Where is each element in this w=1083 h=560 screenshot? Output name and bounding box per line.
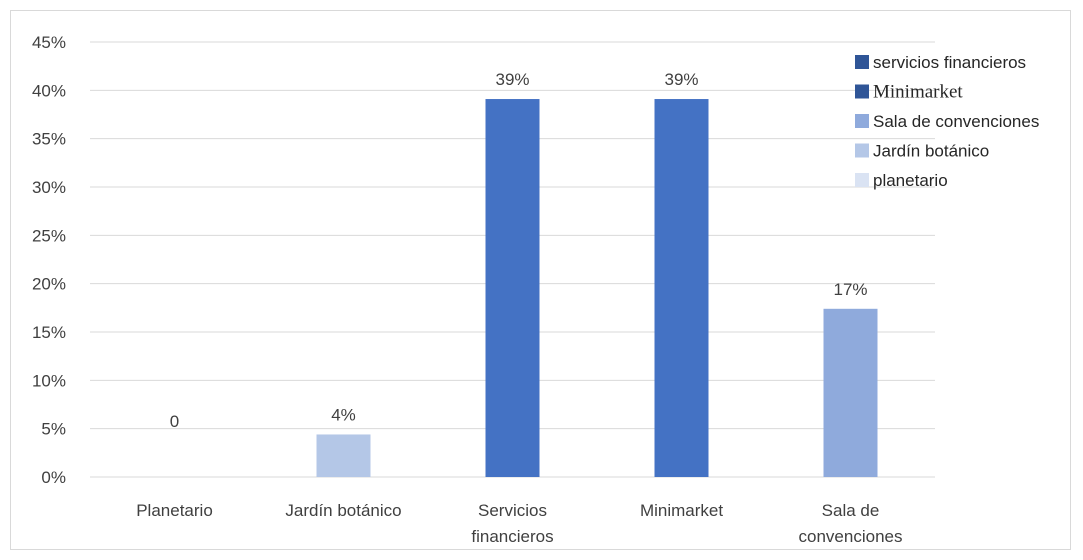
data-label: 39% xyxy=(664,70,698,89)
legend-entry: servicios financieros xyxy=(873,53,1026,72)
y-tick-label: 5% xyxy=(41,420,66,439)
legend-swatch xyxy=(855,173,869,187)
data-label: 17% xyxy=(833,280,867,299)
x-tick-label: Jardín botánico xyxy=(285,501,401,520)
legend-entry: Jardín botánico xyxy=(873,142,989,161)
x-tick-label: Planetario xyxy=(136,501,213,520)
legend-swatch xyxy=(855,114,869,128)
y-tick-label: 10% xyxy=(32,371,66,390)
bar xyxy=(316,434,371,477)
legend-swatch xyxy=(855,143,869,158)
data-label: 0 xyxy=(170,412,179,431)
data-labels: 0 4% 39% 39% 17% xyxy=(170,70,868,431)
legend-swatch xyxy=(855,55,869,69)
gridlines xyxy=(90,41,935,478)
bars xyxy=(316,99,878,478)
y-tick-label: 30% xyxy=(32,178,66,197)
legend-entry: Minimarket xyxy=(873,82,963,103)
x-tick-label: Servicios xyxy=(478,501,547,520)
y-axis-tick-labels: 0% 5% 10% 15% 20% 25% 30% 35% 40% 45% xyxy=(32,33,66,487)
data-label: 39% xyxy=(495,70,529,89)
x-tick-label: convenciones xyxy=(799,527,903,546)
data-label: 4% xyxy=(331,405,356,424)
x-tick-label: Minimarket xyxy=(640,501,723,520)
bar xyxy=(485,99,540,478)
legend-swatch xyxy=(855,84,869,99)
legend-entry: planetario xyxy=(873,171,948,190)
chart-frame xyxy=(10,10,1071,550)
y-tick-label: 15% xyxy=(32,323,66,342)
x-tick-label: financieros xyxy=(471,527,553,546)
x-axis-tick-labels: Planetario Jardín botánico Servicios financ… xyxy=(136,501,902,546)
legend: servicios financieros Minimarket Sala de c… xyxy=(855,53,1039,190)
y-tick-label: 20% xyxy=(32,275,66,294)
bar xyxy=(823,308,878,477)
legend-entry: Sala de convenciones xyxy=(873,112,1039,131)
y-tick-label: 0% xyxy=(41,468,66,487)
y-tick-label: 40% xyxy=(32,81,66,100)
y-tick-label: 25% xyxy=(32,226,66,245)
y-tick-label: 35% xyxy=(32,130,66,149)
bar xyxy=(654,99,709,478)
x-tick-label: Sala de xyxy=(822,501,880,520)
y-tick-label: 45% xyxy=(32,33,66,52)
